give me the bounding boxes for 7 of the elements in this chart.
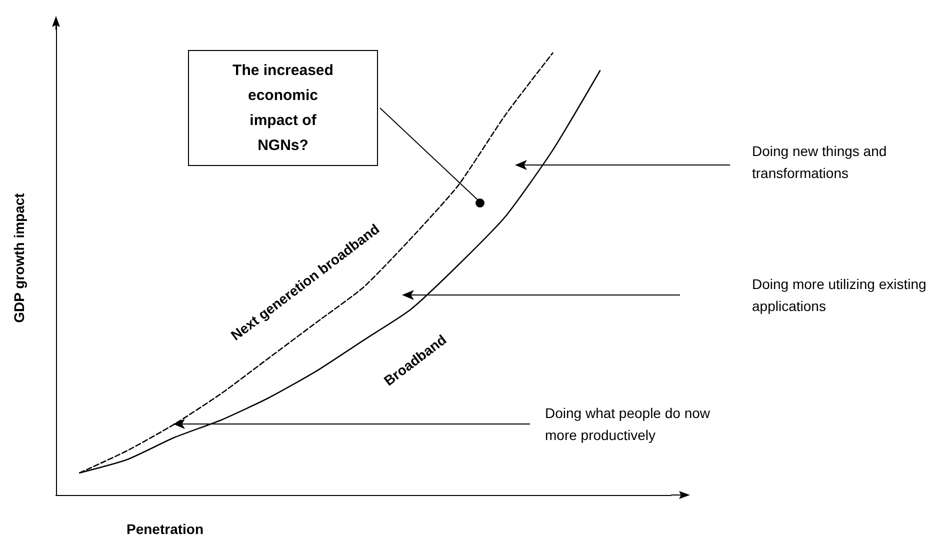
text: Doing new things and transformations (752, 142, 888, 183)
y-axis-title: GDP growth impact (11, 192, 27, 323)
annotation: Doing what people do now more productively (545, 404, 712, 445)
annotation: The increased economic impact of NGNs? (232, 61, 334, 156)
text: Doing more utilizing existing applications (752, 275, 928, 316)
x-axis-title: Penetration (126, 521, 204, 537)
callout-box: The increased economic impact of NGNs? (188, 50, 378, 166)
